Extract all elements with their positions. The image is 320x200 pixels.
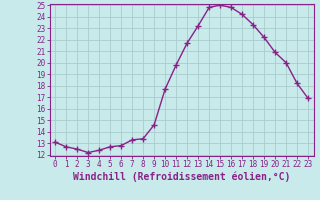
X-axis label: Windchill (Refroidissement éolien,°C): Windchill (Refroidissement éolien,°C) xyxy=(73,172,290,182)
